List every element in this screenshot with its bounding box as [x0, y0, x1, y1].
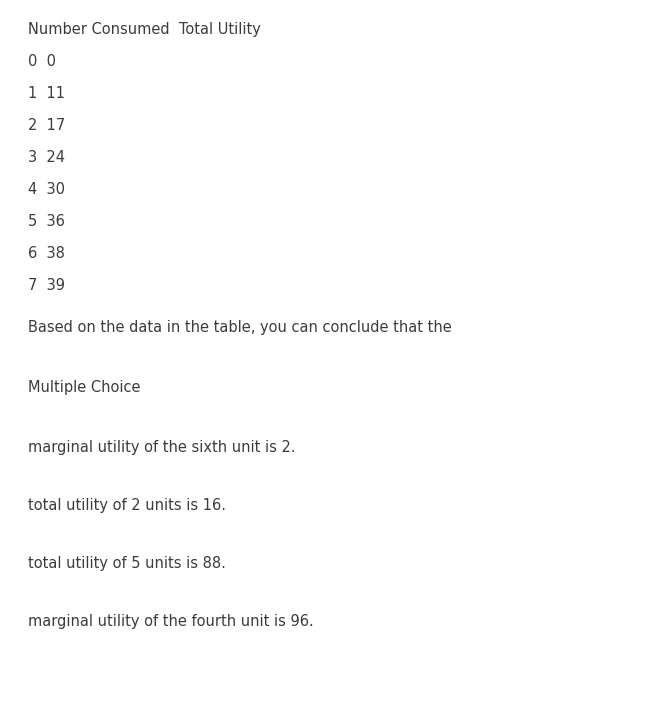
Text: 0  0: 0 0: [28, 54, 56, 69]
Text: Multiple Choice: Multiple Choice: [28, 380, 140, 395]
Text: Based on the data in the table, you can conclude that the: Based on the data in the table, you can …: [28, 320, 452, 335]
Text: 7  39: 7 39: [28, 278, 65, 293]
Text: 2  17: 2 17: [28, 118, 65, 133]
Text: 1  11: 1 11: [28, 86, 65, 101]
Text: total utility of 2 units is 16.: total utility of 2 units is 16.: [28, 498, 226, 513]
Text: total utility of 5 units is 88.: total utility of 5 units is 88.: [28, 556, 226, 571]
Text: 4  30: 4 30: [28, 182, 65, 197]
Text: 3  24: 3 24: [28, 150, 65, 165]
Text: marginal utility of the sixth unit is 2.: marginal utility of the sixth unit is 2.: [28, 440, 296, 455]
Text: 5  36: 5 36: [28, 214, 65, 229]
Text: 6  38: 6 38: [28, 246, 65, 261]
Text: Number Consumed  Total Utility: Number Consumed Total Utility: [28, 22, 261, 37]
Text: marginal utility of the fourth unit is 96.: marginal utility of the fourth unit is 9…: [28, 614, 314, 629]
